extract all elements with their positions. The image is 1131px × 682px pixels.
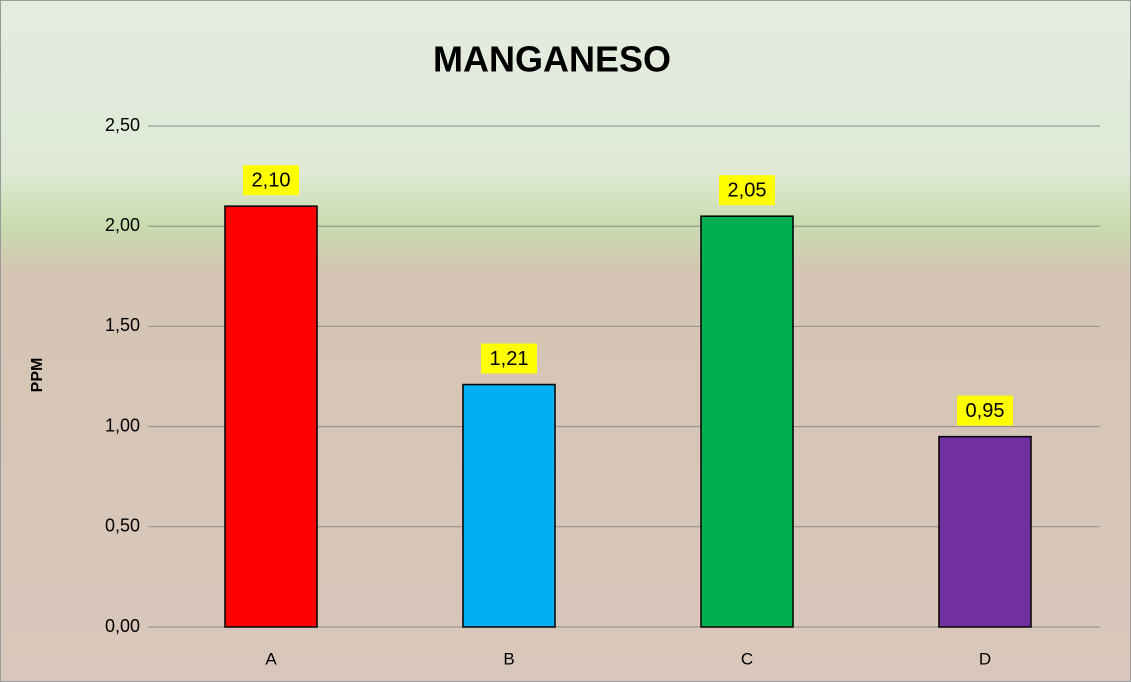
y-axis-label: PPM [29, 358, 46, 393]
y-tick-label: 2,50 [105, 115, 140, 135]
x-tick-label: D [979, 649, 991, 668]
value-label: 0,95 [966, 400, 1005, 422]
bar [463, 385, 555, 627]
bar [939, 437, 1031, 627]
bar [225, 206, 317, 627]
y-tick-label: 0,50 [105, 516, 140, 536]
bar [701, 216, 793, 627]
chart: MANGANESO PPM 0,00 0,50 1,00 1,50 2,00 2,50 A 2… [0, 0, 1131, 682]
value-label: 2,10 [252, 169, 291, 191]
y-tick-label: 1,50 [105, 315, 140, 335]
chart-title: MANGANESO [433, 39, 671, 80]
x-tick-label: C [741, 649, 753, 668]
x-tick-label: B [503, 649, 514, 668]
y-tick-label: 1,00 [105, 415, 140, 435]
x-tick-label: A [265, 649, 277, 668]
y-tick-label: 2,00 [105, 215, 140, 235]
value-label: 1,21 [490, 348, 529, 370]
page: MANGANESO PPM 0,00 0,50 1,00 1,50 2,00 2,50 A 2… [0, 0, 1131, 682]
value-label: 2,05 [728, 179, 767, 201]
y-tick-label: 0,00 [105, 616, 140, 636]
